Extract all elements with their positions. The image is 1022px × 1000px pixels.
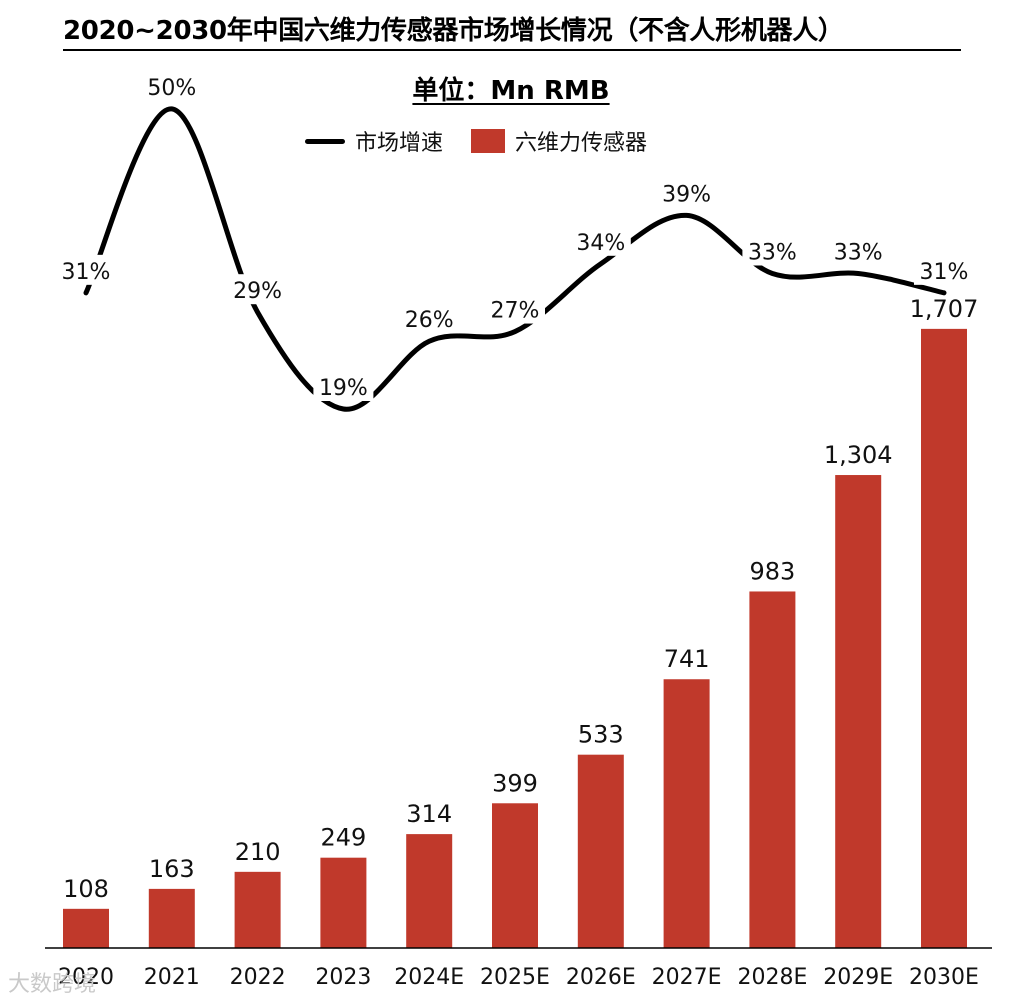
legend: 市场增速 六维力传感器 bbox=[305, 126, 647, 156]
growth-label-bg bbox=[313, 371, 374, 401]
growth-label-bg bbox=[742, 235, 803, 266]
growth-label-bg bbox=[227, 274, 288, 305]
bar-2027E bbox=[663, 679, 710, 948]
growth-label-text: 33% bbox=[834, 240, 883, 265]
growth-label-text: 27% bbox=[491, 299, 540, 324]
growth-rate-label: 33% bbox=[828, 235, 889, 266]
growth-rate-labels: 31% 50% 29% 19% 26% 27% 34% 39% 33% 33% 31% bbox=[56, 70, 974, 401]
growth-label-bg bbox=[56, 254, 116, 285]
x-tick-label: 2030E bbox=[909, 965, 979, 990]
x-tick-label: 2024E bbox=[394, 965, 464, 990]
bar-value-label: 399 bbox=[492, 769, 538, 797]
growth-label-bg bbox=[656, 177, 717, 208]
bar-value-label: 1,707 bbox=[910, 295, 979, 323]
legend-line-swatch bbox=[305, 138, 345, 144]
x-tick-label: 2027E bbox=[652, 965, 722, 990]
growth-label-bg bbox=[485, 293, 545, 324]
bar-value-label: 983 bbox=[749, 557, 795, 585]
bar-2023 bbox=[320, 857, 367, 948]
chart-title: 2020~2030年中国六维力传感器市场增长情况（不含人形机器人） bbox=[63, 10, 961, 51]
x-tick-label: 2023 bbox=[315, 965, 371, 990]
bar-2029E bbox=[835, 475, 882, 948]
bar-2021 bbox=[148, 888, 195, 948]
bar-2028E bbox=[749, 591, 796, 948]
growth-rate-label: 33% bbox=[742, 235, 803, 266]
bar-2022 bbox=[234, 871, 281, 948]
bar-value-labels: 108 163 210 249 314 399 533 741 983 1,304 1,707 bbox=[63, 295, 978, 903]
growth-label-bg bbox=[399, 303, 460, 334]
x-tick-label: 2026E bbox=[566, 965, 636, 990]
growth-label-bg bbox=[141, 70, 202, 101]
bar-value-label: 210 bbox=[235, 838, 281, 866]
growth-rate-label: 50% bbox=[141, 70, 202, 101]
growth-label-bg bbox=[914, 254, 974, 285]
growth-rate-label: 29% bbox=[227, 274, 288, 305]
growth-label-text: 19% bbox=[319, 376, 368, 401]
legend-bar-label: 六维力传感器 bbox=[515, 131, 648, 156]
bar-series bbox=[63, 328, 967, 948]
growth-label-text: 31% bbox=[62, 260, 111, 285]
growth-rate-label: 26% bbox=[399, 303, 460, 334]
growth-label-text: 29% bbox=[233, 279, 282, 304]
bar-value-label: 163 bbox=[149, 855, 195, 883]
x-axis-tick-labels: 2020 2021 2022 2023 2024E 2025E 2026E 2027E 2028… bbox=[58, 965, 979, 990]
growth-label-text: 50% bbox=[147, 76, 196, 101]
growth-rate-label: 19% bbox=[313, 371, 374, 401]
bar-2020 bbox=[63, 908, 109, 948]
bar-value-label: 1,304 bbox=[824, 441, 893, 469]
growth-rate-label: 31% bbox=[914, 254, 974, 285]
growth-rate-label: 31% bbox=[56, 254, 116, 285]
growth-rate-label: 34% bbox=[570, 225, 631, 256]
bar-value-label: 741 bbox=[664, 645, 710, 673]
bar-value-label: 314 bbox=[406, 800, 452, 828]
growth-label-text: 26% bbox=[405, 308, 454, 333]
bar-2030E bbox=[921, 328, 967, 948]
x-tick-label: 2021 bbox=[144, 965, 200, 990]
legend-line-label: 市场增速 bbox=[355, 131, 444, 156]
growth-label-text: 31% bbox=[920, 260, 969, 285]
bar-2024E bbox=[406, 834, 453, 948]
growth-rate-label: 27% bbox=[485, 293, 545, 324]
chart-subtitle: 单位：Mn RMB bbox=[0, 70, 1022, 107]
growth-label-text: 39% bbox=[662, 182, 711, 207]
legend-bar-swatch bbox=[471, 129, 506, 153]
x-tick-label: 2020 bbox=[58, 965, 114, 990]
unit-label: 单位：Mn RMB bbox=[412, 76, 610, 106]
bar-value-label: 249 bbox=[320, 824, 366, 852]
x-tick-label: 2022 bbox=[230, 965, 286, 990]
x-tick-label: 2029E bbox=[823, 965, 893, 990]
growth-label-bg bbox=[828, 235, 889, 266]
bar-2026E bbox=[577, 754, 624, 948]
bar-value-label: 533 bbox=[578, 721, 624, 749]
bar-value-label: 108 bbox=[63, 875, 109, 903]
x-tick-label: 2028E bbox=[737, 965, 807, 990]
growth-rate-label: 39% bbox=[656, 177, 717, 208]
watermark: 大数跨境 bbox=[8, 972, 97, 997]
growth-label-text: 33% bbox=[748, 240, 797, 265]
bar-2025E bbox=[492, 803, 538, 948]
growth-rate-line bbox=[83, 106, 947, 412]
growth-label-text: 34% bbox=[576, 231, 625, 256]
x-tick-label: 2025E bbox=[480, 965, 550, 990]
growth-label-bg bbox=[570, 225, 631, 256]
